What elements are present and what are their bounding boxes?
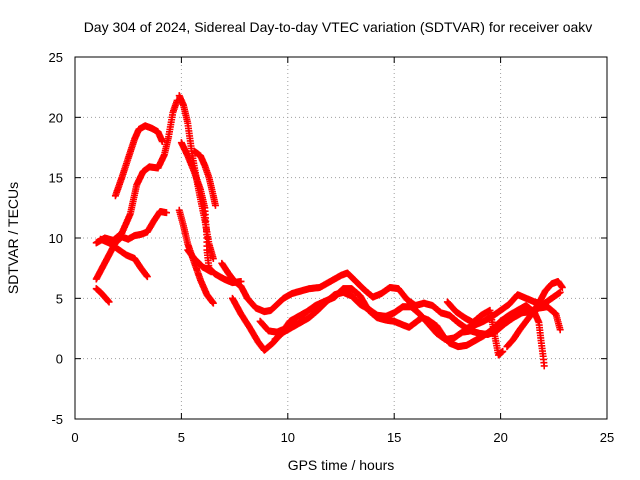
- chart-title: Day 304 of 2024, Sidereal Day-to-day VTE…: [84, 19, 593, 35]
- y-tick-label: 15: [49, 171, 63, 186]
- series-track-m: [271, 288, 564, 343]
- x-tick-label: 0: [71, 430, 78, 445]
- x-tick-label: 25: [600, 430, 614, 445]
- y-tick-label: 10: [49, 231, 63, 246]
- series-track-h: [190, 147, 219, 209]
- y-tick-label: 5: [56, 291, 63, 306]
- series-track-k: [218, 259, 564, 332]
- data-point: [540, 362, 548, 370]
- y-axis-label: SDTVAR / TECUs: [5, 182, 21, 294]
- series-track-c: [92, 285, 113, 306]
- series-track-i: [177, 139, 245, 287]
- x-tick-label: 10: [281, 430, 295, 445]
- data-point: [163, 209, 171, 217]
- data-point: [556, 288, 564, 296]
- data-point: [143, 273, 151, 281]
- data-point: [209, 299, 217, 307]
- data-point: [558, 283, 566, 291]
- data-point: [556, 326, 564, 334]
- data-point: [105, 298, 113, 306]
- y-tick-label: -5: [51, 412, 63, 427]
- y-tick-label: 25: [49, 50, 63, 65]
- y-tick-label: 0: [56, 352, 63, 367]
- series-track-j: [184, 246, 215, 276]
- data-point: [290, 316, 298, 324]
- series-track-o: [256, 316, 298, 336]
- series-track-n: [503, 277, 566, 351]
- series-track-a: [92, 207, 171, 283]
- x-tick-label: 20: [493, 430, 507, 445]
- x-tick-label: 5: [178, 430, 185, 445]
- data-point: [158, 137, 166, 145]
- series-track-d: [111, 122, 166, 200]
- data-point: [211, 201, 219, 209]
- plot-frame: [74, 56, 608, 420]
- data-point: [499, 347, 507, 355]
- data-point: [207, 268, 215, 276]
- series-track-e: [97, 235, 151, 281]
- x-axis-label: GPS time / hours: [288, 457, 395, 473]
- y-tick-label: 20: [49, 110, 63, 125]
- series-track-b: [92, 96, 181, 247]
- x-tick-label: 15: [387, 430, 401, 445]
- axis-ticks: 0 5 10 15 20 25 -5 0 5 10 15 20 25: [49, 50, 615, 445]
- plot-area: [92, 92, 566, 370]
- series-track-p: [443, 298, 507, 359]
- grid: [75, 57, 607, 419]
